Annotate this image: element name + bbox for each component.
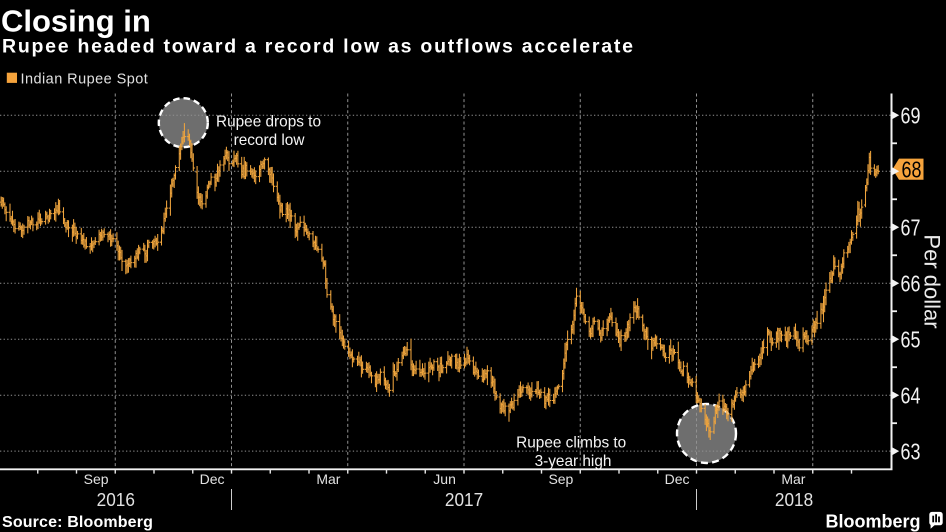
svg-text:Jun: Jun: [433, 471, 456, 487]
svg-text:Per dollar: Per dollar: [920, 234, 945, 328]
svg-text:3-year high: 3-year high: [535, 453, 612, 470]
svg-text:67: 67: [901, 216, 921, 242]
svg-text:Indian Rupee Spot: Indian Rupee Spot: [21, 72, 149, 88]
svg-text:Mar: Mar: [316, 471, 340, 487]
svg-text:65: 65: [901, 328, 921, 354]
svg-text:69: 69: [901, 104, 921, 130]
svg-text:Closing in: Closing in: [1, 4, 151, 39]
svg-text:Sep: Sep: [84, 471, 109, 487]
svg-text:Source: Bloomberg: Source: Bloomberg: [2, 514, 153, 531]
svg-text:66: 66: [901, 272, 921, 298]
svg-text:Mar: Mar: [781, 471, 805, 487]
svg-text:Rupee headed toward a record l: Rupee headed toward a record low as outf…: [2, 36, 635, 58]
svg-text:Dec: Dec: [200, 471, 225, 487]
svg-text:Rupee drops to: Rupee drops to: [216, 113, 321, 130]
svg-text:Sep: Sep: [548, 471, 573, 487]
svg-text:Rupee climbs to: Rupee climbs to: [516, 434, 626, 451]
svg-text:2017: 2017: [445, 489, 483, 510]
svg-text:2016: 2016: [97, 489, 135, 510]
svg-text:record low: record low: [234, 132, 305, 149]
svg-text:64: 64: [901, 384, 921, 410]
svg-text:68: 68: [902, 158, 922, 184]
svg-text:Dec: Dec: [665, 471, 690, 487]
svg-text:Bloomberg: Bloomberg: [825, 511, 920, 531]
svg-text:63: 63: [901, 440, 921, 466]
svg-text:2018: 2018: [775, 489, 813, 510]
